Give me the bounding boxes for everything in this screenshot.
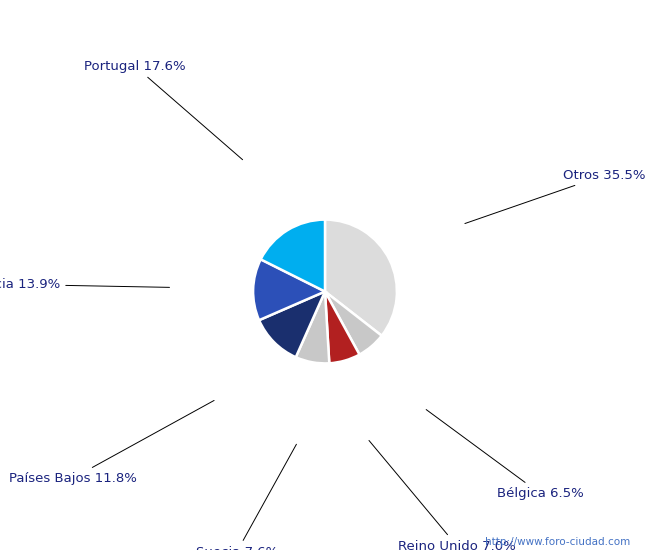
Wedge shape (253, 260, 325, 320)
Wedge shape (325, 292, 359, 363)
Text: Países Bajos 11.8%: Países Bajos 11.8% (9, 400, 214, 485)
Text: Santa Olalla del Cala - Turistas extranjeros según país - Octubre de 2024: Santa Olalla del Cala - Turistas extranj… (58, 18, 592, 34)
Text: Francia 13.9%: Francia 13.9% (0, 278, 170, 291)
Wedge shape (296, 292, 330, 364)
Text: Suecia 7.6%: Suecia 7.6% (196, 444, 296, 550)
Wedge shape (325, 292, 382, 355)
Text: Reino Unido 7.0%: Reino Unido 7.0% (369, 441, 516, 550)
Text: Otros 35.5%: Otros 35.5% (465, 169, 645, 223)
Text: http://www.foro-ciudad.com: http://www.foro-ciudad.com (486, 537, 630, 547)
Wedge shape (261, 219, 325, 292)
Wedge shape (325, 219, 397, 336)
Wedge shape (259, 292, 325, 357)
Text: Bélgica 6.5%: Bélgica 6.5% (426, 410, 583, 500)
Text: Portugal 17.6%: Portugal 17.6% (84, 59, 242, 160)
